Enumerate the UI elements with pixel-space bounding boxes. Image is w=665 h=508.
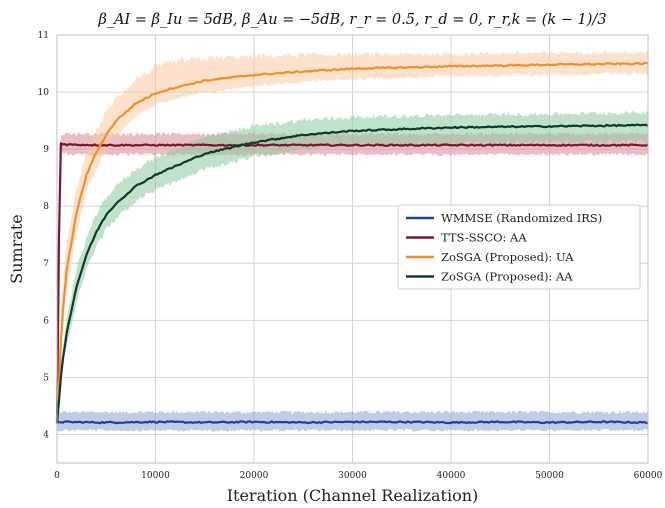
x-axis-title: Iteration (Channel Realization): [227, 486, 479, 505]
point-tts-ssco-aa-8: [548, 144, 550, 146]
y-tick-label-11: 11: [38, 31, 49, 41]
point-wmmse-randomized-irs-11: [598, 421, 600, 423]
legend: WMMSE (Randomized IRS) TTS-SSCO: AA ZoSGA …: [397, 204, 641, 290]
point-zosga-proposed-aa-15: [450, 126, 452, 128]
point-tts-ssco-aa-4: [154, 144, 156, 146]
legend-label-zosga-proposed-ua: ZoSGA (Proposed): UA: [441, 250, 574, 264]
point-tts-ssco-aa-7: [450, 144, 452, 146]
x-tick-label-10000: 10000: [141, 471, 170, 481]
x-tick-label-30000: 30000: [338, 471, 367, 481]
point-wmmse-randomized-irs-3: [204, 421, 206, 423]
point-zosga-proposed-ua-10: [174, 86, 176, 88]
point-tts-ssco-aa-5: [253, 144, 255, 146]
point-tts-ssco-aa-1: [59, 142, 61, 144]
point-zosga-proposed-ua-1: [61, 319, 63, 321]
legend-label-tts-ssco-aa: TTS-SSCO: AA: [441, 231, 527, 245]
point-wmmse-randomized-irs-5: [302, 421, 304, 423]
point-zosga-proposed-aa-2: [66, 331, 68, 333]
point-zosga-proposed-aa-3: [76, 285, 78, 287]
chart-title: β_AI = β_Iu = 5dB, β_Au = −5dB, r_r = 0.…: [97, 12, 606, 28]
point-tts-ssco-aa-2: [66, 143, 68, 145]
point-zosga-proposed-aa-7: [115, 202, 117, 204]
y-tick-label-7: 7: [43, 259, 49, 269]
point-zosga-proposed-ua-6: [105, 134, 107, 136]
point-zosga-proposed-aa-9: [154, 174, 156, 176]
point-zosga-proposed-ua-15: [450, 65, 452, 67]
line-zosga-proposed-ua: [55, 61, 649, 424]
y-tick-label-9: 9: [43, 145, 49, 155]
point-tts-ssco-aa-6: [351, 144, 353, 146]
point-wmmse-randomized-irs-6: [351, 421, 353, 423]
y-tick-label-6: 6: [43, 316, 49, 326]
point-zosga-proposed-aa-8: [135, 185, 137, 187]
point-wmmse-randomized-irs-9: [499, 421, 501, 423]
line-tts-ssco-aa: [55, 142, 649, 423]
series-lines: [55, 61, 649, 425]
point-zosga-proposed-ua-4: [85, 174, 87, 176]
point-wmmse-randomized-irs-2: [154, 421, 156, 423]
point-wmmse-randomized-irs-1: [105, 421, 107, 423]
legend-box: [397, 204, 641, 290]
point-zosga-proposed-ua-9: [154, 92, 156, 94]
point-zosga-proposed-aa-16: [548, 125, 550, 127]
x-tick-label-40000: 40000: [437, 471, 466, 481]
point-tts-ssco-aa-3: [105, 144, 107, 146]
line-wmmse-randomized-irs: [56, 420, 649, 425]
point-zosga-proposed-ua-14: [351, 67, 353, 69]
legend-label-zosga-proposed-aa: ZoSGA (Proposed): AA: [441, 270, 573, 284]
y-tick-label-10: 10: [38, 88, 50, 98]
point-zosga-proposed-ua-12: [253, 74, 255, 76]
x-tick-label-60000: 60000: [634, 471, 663, 481]
legend-label-wmmse-randomized-irs: WMMSE (Randomized IRS): [441, 211, 602, 225]
point-zosga-proposed-ua-3: [76, 211, 78, 213]
x-tick-label-0: 0: [54, 471, 60, 481]
y-tick-label-4: 4: [43, 430, 49, 440]
point-zosga-proposed-aa-10: [174, 165, 176, 167]
point-zosga-proposed-aa-6: [105, 214, 107, 216]
y-tick-label-5: 5: [43, 373, 49, 383]
point-zosga-proposed-aa-5: [95, 231, 97, 233]
point-zosga-proposed-aa-13: [302, 134, 304, 136]
y-axis-title: Sumrate: [7, 214, 26, 284]
point-zosga-proposed-aa-14: [351, 130, 353, 132]
plot-frame: [56, 34, 649, 464]
point-zosga-proposed-aa-12: [253, 141, 255, 143]
point-zosga-proposed-ua-13: [302, 70, 304, 72]
point-wmmse-randomized-irs-8: [450, 421, 452, 423]
point-zosga-proposed-ua-2: [66, 268, 68, 270]
point-wmmse-randomized-irs-7: [401, 421, 403, 423]
x-tick-label-50000: 50000: [535, 471, 564, 481]
y-tick-label-8: 8: [43, 202, 49, 212]
point-zosga-proposed-ua-5: [95, 151, 97, 153]
tick-labels: 0 10000 20000 30000 40000 50000 60000 4 5 6 7 8 9 10 1…: [38, 31, 663, 481]
point-zosga-proposed-ua-11: [204, 79, 206, 81]
point-zosga-proposed-ua-8: [135, 102, 137, 104]
point-wmmse-randomized-irs-10: [548, 421, 550, 423]
point-zosga-proposed-aa-1: [61, 365, 63, 367]
point-wmmse-randomized-irs-4: [253, 421, 255, 423]
point-zosga-proposed-ua-7: [115, 119, 117, 121]
point-zosga-proposed-ua-16: [548, 63, 550, 65]
x-tick-label-20000: 20000: [240, 471, 269, 481]
point-zosga-proposed-aa-11: [204, 152, 206, 154]
line-zosga-proposed-aa: [55, 123, 649, 424]
point-zosga-proposed-aa-4: [85, 254, 87, 256]
